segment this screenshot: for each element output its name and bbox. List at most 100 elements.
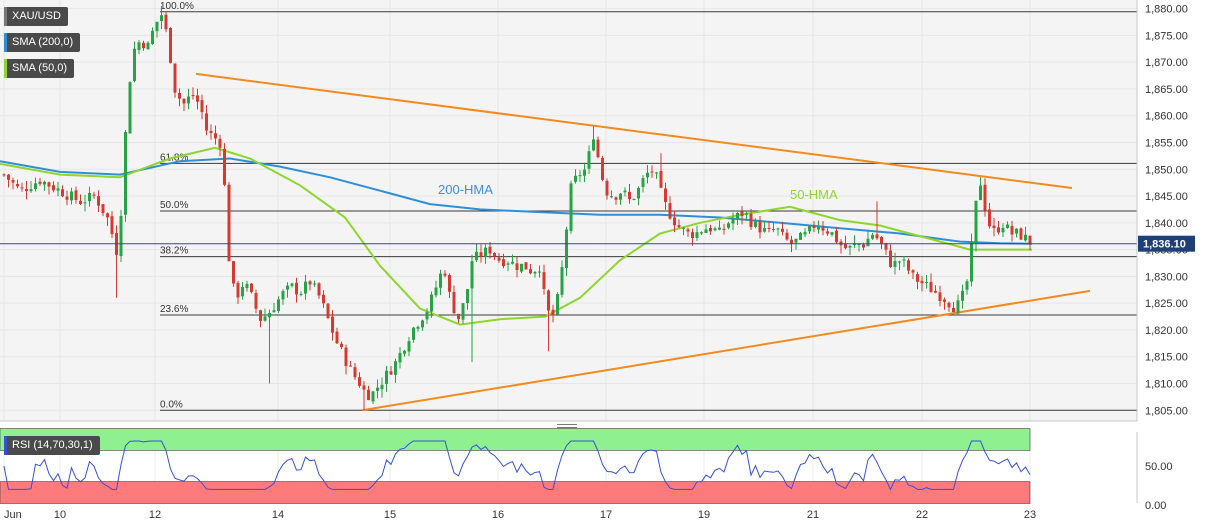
candle-body: [25, 189, 28, 192]
candle: [349, 361, 352, 367]
candle: [520, 263, 523, 274]
candle: [475, 243, 478, 263]
candle-body: [974, 200, 978, 244]
candle-body: [583, 169, 586, 176]
candle-body: [812, 225, 816, 228]
candle-body: [340, 343, 343, 348]
candle-body: [929, 281, 933, 293]
candle-body: [263, 316, 267, 321]
candle-body: [200, 100, 204, 113]
candle: [187, 88, 190, 110]
x-tick-label: 23: [1024, 509, 1036, 521]
sma-200-legend[interactable]: SMA (200,0): [4, 33, 81, 52]
candle: [736, 212, 739, 226]
candle: [83, 194, 87, 212]
candle: [254, 289, 258, 314]
candle: [587, 145, 591, 174]
candle: [619, 193, 622, 205]
candle-body: [169, 27, 172, 63]
candle-body: [295, 282, 298, 295]
pane-resize-handle[interactable]: [557, 424, 577, 431]
candle-body: [173, 63, 177, 93]
candle: [452, 285, 456, 314]
candle-body: [191, 95, 195, 97]
candle-body: [758, 221, 762, 233]
candle: [344, 344, 348, 375]
candle-body: [965, 281, 969, 290]
candle-body: [754, 220, 757, 227]
fib-level-label: 38.2%: [160, 246, 188, 257]
candle: [326, 302, 330, 320]
candle: [268, 309, 271, 384]
moving-averages: [0, 146, 1033, 326]
candle: [331, 310, 334, 341]
candle: [938, 285, 942, 307]
fib-level-label: 50.0%: [160, 200, 188, 211]
candle: [979, 177, 982, 201]
y-tick-label: 1,870.00: [1145, 57, 1188, 69]
candle: [556, 292, 559, 316]
candle-body: [1024, 234, 1027, 241]
candle: [65, 190, 69, 206]
candle: [124, 130, 127, 222]
candle: [889, 244, 892, 268]
candle-body: [205, 113, 208, 131]
candle: [574, 169, 577, 184]
candle-body: [281, 291, 285, 300]
candle-body: [268, 312, 271, 318]
candle: [272, 302, 276, 313]
candle-body: [844, 243, 847, 249]
candle: [299, 291, 303, 297]
candle-body: [979, 185, 982, 201]
candle-body: [1006, 224, 1009, 228]
candle: [601, 155, 604, 182]
candle-body: [187, 96, 190, 104]
candle: [709, 224, 712, 235]
candle: [628, 184, 631, 204]
candle: [241, 281, 244, 300]
candle: [358, 372, 361, 388]
candle-body: [304, 281, 307, 294]
candle-body: [272, 310, 276, 313]
y-tick-label: 1,820.00: [1145, 325, 1188, 337]
candle: [110, 211, 114, 239]
candle: [596, 136, 600, 159]
candle: [412, 326, 415, 343]
symbol-label-text: XAU/USD: [12, 10, 61, 22]
candle-body: [875, 234, 879, 239]
candle: [389, 366, 393, 375]
candle-body: [884, 243, 888, 250]
candle-body: [727, 223, 730, 228]
candle-body: [871, 234, 874, 239]
candle: [695, 225, 699, 241]
x-tick-label: 10: [54, 509, 66, 521]
candle: [614, 196, 618, 205]
candle: [758, 216, 762, 239]
candle: [128, 81, 132, 134]
candle: [898, 260, 901, 271]
candle: [362, 381, 366, 411]
candle: [826, 228, 829, 236]
candle: [146, 41, 150, 50]
symbol-label[interactable]: XAU/USD: [4, 7, 68, 26]
candle-body: [560, 267, 564, 295]
candle-body: [110, 216, 114, 235]
candle-body: [988, 209, 991, 227]
candle-body: [682, 227, 685, 229]
candle-body: [934, 290, 937, 293]
candle: [79, 194, 82, 206]
sma-50-legend[interactable]: SMA (50,0): [4, 59, 75, 78]
candle: [632, 198, 636, 201]
candle-body: [605, 180, 609, 196]
rsi-legend[interactable]: RSI (14,70,30,1): [4, 436, 100, 455]
candle-body: [20, 187, 24, 189]
candle: [259, 309, 262, 328]
candle: [569, 180, 573, 234]
candle-body: [389, 371, 393, 375]
candle: [961, 284, 964, 309]
candle: [686, 227, 690, 237]
candle-body: [556, 294, 559, 315]
candle-body: [65, 196, 69, 200]
candle-body: [16, 183, 19, 187]
